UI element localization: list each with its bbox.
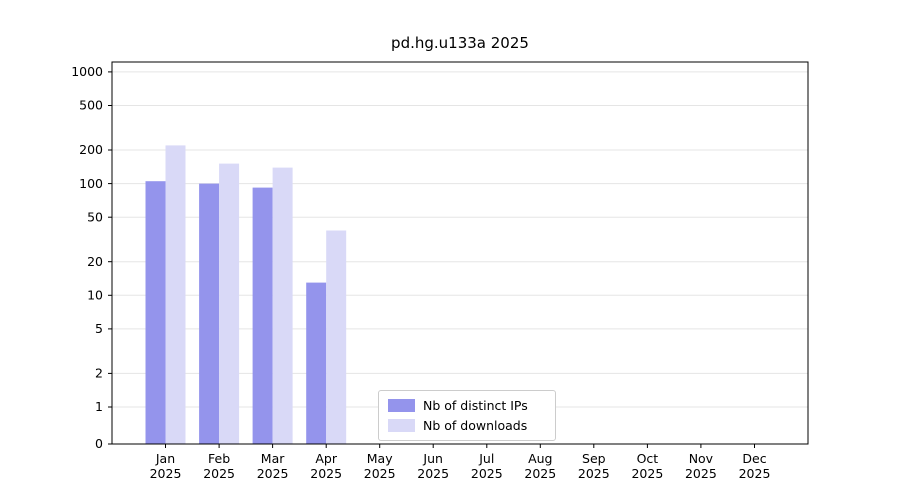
bar-distinct-ips — [145, 181, 166, 444]
bar-downloads — [272, 167, 293, 444]
x-tick-label-year: 2025 — [150, 466, 182, 481]
x-tick-label-month: Feb — [208, 451, 230, 466]
y-tick-label: 1 — [95, 399, 103, 414]
x-tick-label-month: Nov — [689, 451, 714, 466]
x-tick-label-year: 2025 — [578, 466, 610, 481]
y-tick-label: 20 — [87, 254, 103, 269]
x-tick-label-month: Apr — [315, 451, 337, 466]
bar-distinct-ips — [306, 282, 327, 444]
x-tick-label-month: Jun — [422, 451, 443, 466]
y-tick-label: 2 — [95, 366, 103, 381]
bar-downloads — [165, 145, 186, 444]
y-tick-label: 50 — [87, 209, 103, 224]
x-tick-label-year: 2025 — [685, 466, 717, 481]
bar-downloads — [326, 230, 347, 444]
legend-label-downloads: Nb of downloads — [423, 418, 528, 433]
x-tick-label-month: Mar — [261, 451, 285, 466]
x-tick-label-year: 2025 — [471, 466, 503, 481]
x-tick-label-year: 2025 — [364, 466, 396, 481]
x-tick-label-month: Aug — [528, 451, 552, 466]
x-tick-label-month: Jul — [478, 451, 494, 466]
y-tick-label: 5 — [95, 321, 103, 336]
x-tick-label-year: 2025 — [524, 466, 556, 481]
x-tick-label-year: 2025 — [257, 466, 289, 481]
y-tick-label: 10 — [87, 288, 103, 303]
chart-title: pd.hg.u133a 2025 — [391, 34, 529, 52]
y-tick-label: 200 — [79, 142, 103, 157]
legend-swatch-distinct-ips — [388, 399, 415, 412]
x-tick-label-month: Oct — [637, 451, 659, 466]
y-tick-label: 1000 — [71, 64, 103, 79]
bar-distinct-ips — [252, 187, 273, 444]
legend-swatch-downloads — [388, 419, 415, 432]
x-tick-label-month: Sep — [582, 451, 606, 466]
x-tick-label-month: May — [367, 451, 393, 466]
x-tick-label-month: Dec — [742, 451, 766, 466]
x-tick-label-year: 2025 — [417, 466, 449, 481]
plot-border — [111, 61, 809, 445]
legend-item-downloads: Nb of downloads — [388, 417, 545, 434]
bar-distinct-ips — [199, 183, 220, 444]
legend-label-distinct-ips: Nb of distinct IPs — [423, 398, 528, 413]
chart-legend: Nb of distinct IPs Nb of downloads — [378, 390, 556, 441]
x-tick-label-month: Jan — [155, 451, 175, 466]
y-tick-label: 100 — [79, 176, 103, 191]
x-tick-label-year: 2025 — [203, 466, 235, 481]
x-tick-label-year: 2025 — [631, 466, 663, 481]
x-tick-label-year: 2025 — [739, 466, 771, 481]
y-tick-label: 500 — [79, 98, 103, 113]
x-tick-label-year: 2025 — [310, 466, 342, 481]
bar-downloads — [219, 163, 240, 444]
legend-item-distinct-ips: Nb of distinct IPs — [388, 397, 545, 414]
y-tick-label: 0 — [95, 436, 103, 451]
